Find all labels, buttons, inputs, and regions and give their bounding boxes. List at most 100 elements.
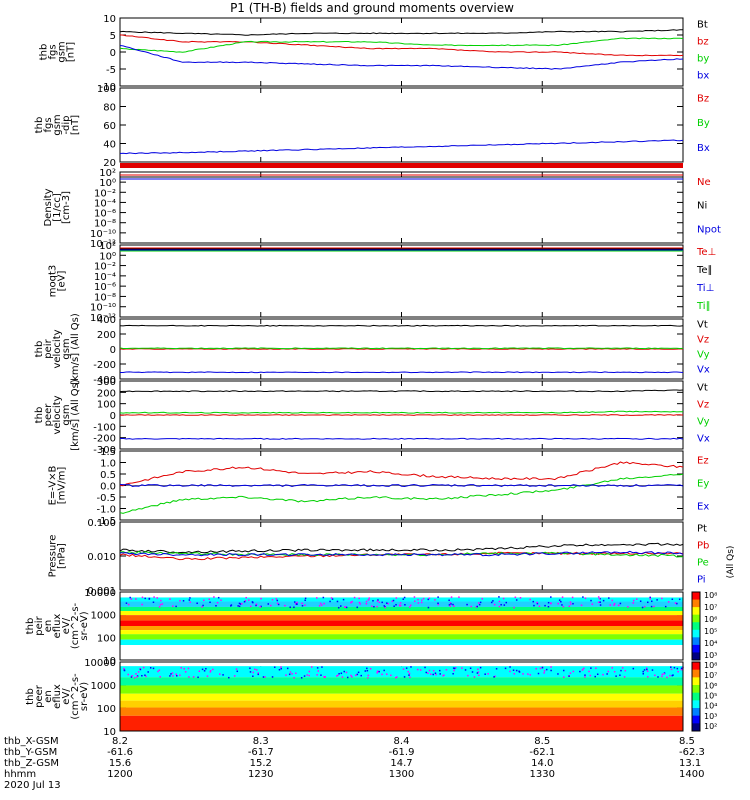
panel-frame [119,87,684,163]
heatmap-speck [256,669,258,671]
panel-frame [119,17,684,87]
heatmap-speck [611,667,614,669]
colorbar-segment [692,715,700,724]
heatmap-speck [590,667,592,669]
heatmap-speck [394,676,397,679]
heatmap-speck [676,667,679,670]
heatmap-speck [653,605,655,608]
heatmap-speck [420,601,423,604]
ytick-label: 1000 [91,611,116,622]
heatmap-band [120,707,683,716]
heatmap-speck [343,670,345,673]
heatmap-speck [569,672,572,674]
colorbar-tick: 10⁷ [704,671,717,680]
colorbar-tick: 10³ [704,712,717,721]
series-Pt [119,542,684,554]
ytick-label: 10⁻⁶ [94,209,116,220]
heatmap-speck [317,670,320,672]
legend-Vx: Vx [697,433,710,444]
ylabel-line: [mV/m] [57,467,68,505]
colorbar-tick: 10⁶ [704,681,717,690]
ytick-label: 10⁰ [99,178,116,189]
ytick-label: 0.001 [87,586,116,597]
ylabel-line: peer [34,684,45,708]
heatmap-speck [571,596,574,599]
ytick-label: 0.0 [100,482,116,493]
heatmap-speck [387,602,389,605]
ylabel-line: thb [34,117,45,134]
density-flag-bar [120,163,683,168]
heatmap-speck [169,598,171,600]
heatmap-speck [243,600,246,603]
heatmap-speck [301,605,304,607]
heatmap-speck [473,676,476,678]
heatmap-speck [487,673,489,675]
heatmap-speck [127,673,129,676]
heatmap-speck [522,673,524,675]
heatmap-speck [345,606,348,609]
heatmap-speck [148,598,151,600]
heatmap-speck [288,673,291,676]
ytick-label: 10⁻¹⁰ [90,229,116,240]
ytick-label: 10 [103,656,116,667]
heatmap-speck [235,668,238,670]
heatmap-speck [356,606,358,609]
heatmap-speck [407,670,409,673]
heatmap-speck [125,602,128,604]
heatmap-band [120,606,683,612]
heatmap-speck [478,603,481,606]
ylabel-line: (cm^2-s- [70,602,81,649]
heatmap-speck [409,604,412,607]
heatmap-speck [561,596,564,598]
ytick-label: -300 [93,445,116,456]
heatmap-speck [286,667,289,670]
series-Bt [119,29,683,36]
heatmap-speck [405,667,408,669]
heatmap-speck [670,666,672,668]
heatmap-speck [453,667,456,670]
heatmap-speck [596,673,599,676]
heatmap-speck [205,667,207,670]
ytick-label: 10⁻⁶ [94,282,116,293]
legend-Pe: Pe [697,557,709,568]
heatmap-speck [639,600,642,602]
ylabel-line: gsm [52,114,63,135]
heatmap-speck [454,667,457,669]
ytick-label: -200 [93,434,116,445]
heatmap-speck [295,603,298,605]
ytick-label: 10000 [84,658,116,669]
ylabel-line: gsm [57,41,68,62]
heatmap-speck [337,606,340,609]
heatmap-speck [595,667,597,669]
heatmap-speck [395,597,398,599]
colorbar-segment [692,637,700,646]
heatmap-speck [515,669,518,672]
heatmap-speck [390,674,392,677]
heatmap-speck [141,596,144,599]
heatmap-speck [358,601,361,604]
heatmap-speck [358,597,360,600]
heatmap-speck [583,667,585,670]
heatmap-speck [355,674,357,677]
heatmap-speck [262,676,265,678]
colorbar-segment [692,644,700,653]
heatmap-speck [141,603,143,606]
heatmap-speck [452,667,455,669]
heatmap-speck [153,596,155,598]
colorbar-tick: 10⁶ [704,615,717,624]
time-row-value: 1300 [389,769,414,780]
heatmap-speck [494,675,496,678]
heatmap-speck [477,668,479,671]
ytick-label: 200 [97,388,116,399]
heatmap-speck [244,599,247,602]
chart-title: P1 (TH-B) fields and ground moments over… [230,1,514,15]
ytick-label: 20 [103,158,116,169]
heatmap-speck [632,602,634,604]
heatmap-speck [384,606,387,609]
time-row-value: -61.9 [389,747,415,758]
legend-Vy: Vy [697,416,710,427]
heatmap-speck [671,674,674,677]
heatmap-speck [421,599,423,601]
panels: thbfgsgsm[nT]1050-5-10Btbzbybxthbfgsgsm-… [25,14,736,738]
heatmap-speck [137,671,140,673]
